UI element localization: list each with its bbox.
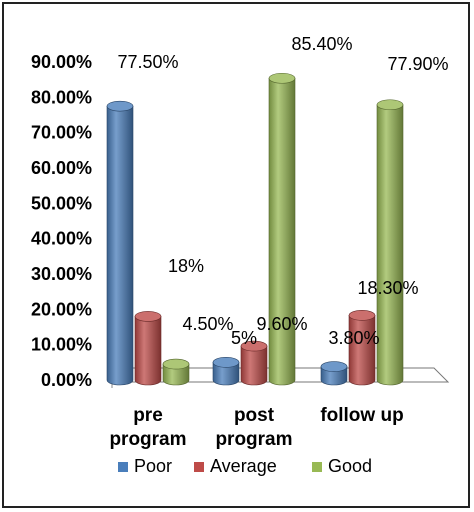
y-tick-label: 0.00%: [41, 370, 92, 390]
data-label: 77.90%: [387, 54, 448, 74]
legend-swatch: [194, 462, 204, 472]
bar-top: [240, 340, 268, 352]
x-tick-label: post: [234, 405, 275, 426]
y-tick-label: 30.00%: [31, 264, 92, 284]
bar: [134, 316, 162, 386]
bar: [376, 104, 404, 386]
legend-swatch: [312, 462, 322, 472]
data-label: 85.40%: [291, 34, 352, 54]
y-tick-label: 50.00%: [31, 193, 92, 213]
data-label: 3.80%: [328, 328, 379, 348]
bar: [162, 363, 190, 386]
data-label: 77.50%: [117, 52, 178, 72]
y-tick-label: 60.00%: [31, 158, 92, 178]
data-label: 5%: [231, 328, 257, 348]
bar-top: [134, 311, 162, 322]
y-tick-label: 40.00%: [31, 229, 92, 249]
x-tick-label: pre: [133, 405, 163, 426]
y-tick-label: 70.00%: [31, 123, 92, 143]
legend-label: Good: [328, 456, 372, 476]
x-tick-label: program: [109, 429, 186, 450]
data-label: 18%: [168, 256, 204, 276]
bar-top: [162, 358, 190, 370]
bar-top: [376, 99, 404, 111]
bar: [268, 77, 296, 386]
bar: [106, 105, 134, 386]
y-tick-label: 90.00%: [31, 52, 92, 72]
data-label: 18.30%: [357, 278, 418, 298]
x-tick-label: follow up: [320, 405, 403, 426]
bar-top: [320, 361, 348, 372]
bar-top: [268, 72, 296, 84]
y-tick-label: 80.00%: [31, 87, 92, 107]
bar-top: [348, 310, 376, 321]
data-label: 4.50%: [182, 314, 233, 334]
x-tick-label: program: [215, 429, 292, 450]
legend-label: Average: [210, 456, 277, 476]
legend-swatch: [118, 462, 128, 472]
bar-top: [212, 357, 240, 368]
bar: [240, 345, 268, 386]
bar: [348, 315, 376, 386]
bar: [212, 362, 240, 386]
data-label: 9.60%: [256, 314, 307, 334]
y-tick-label: 20.00%: [31, 299, 92, 319]
legend-label: Poor: [134, 456, 172, 476]
bar-top: [106, 100, 134, 112]
y-tick-label: 10.00%: [31, 335, 92, 355]
